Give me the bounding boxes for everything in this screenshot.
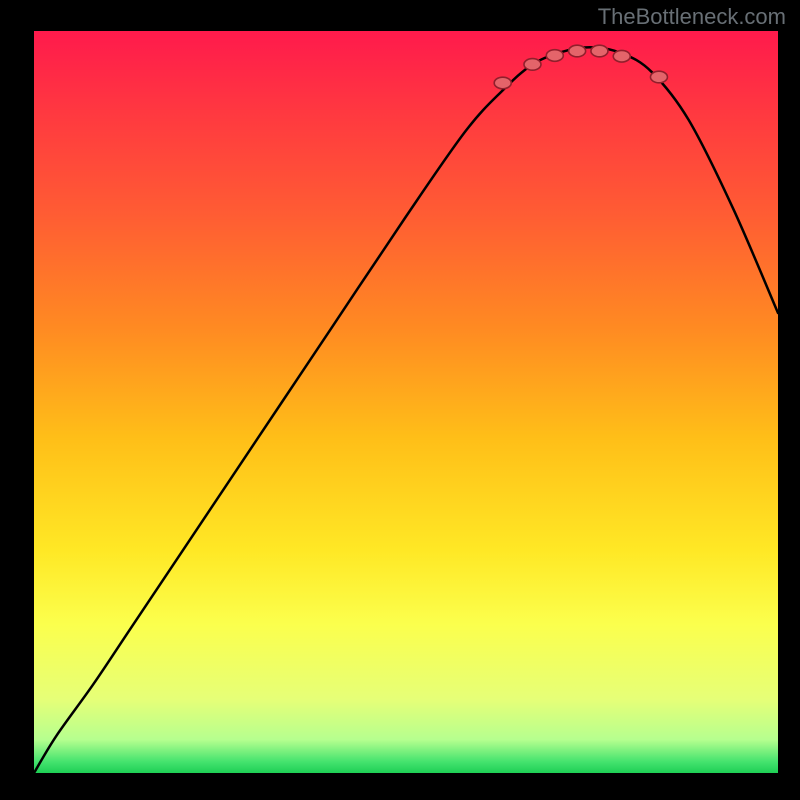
chart-frame: TheBottleneck.com: [0, 0, 800, 800]
watermark-label: TheBottleneck.com: [598, 4, 786, 30]
plot-area: [34, 31, 778, 773]
gradient-background: [34, 31, 778, 773]
